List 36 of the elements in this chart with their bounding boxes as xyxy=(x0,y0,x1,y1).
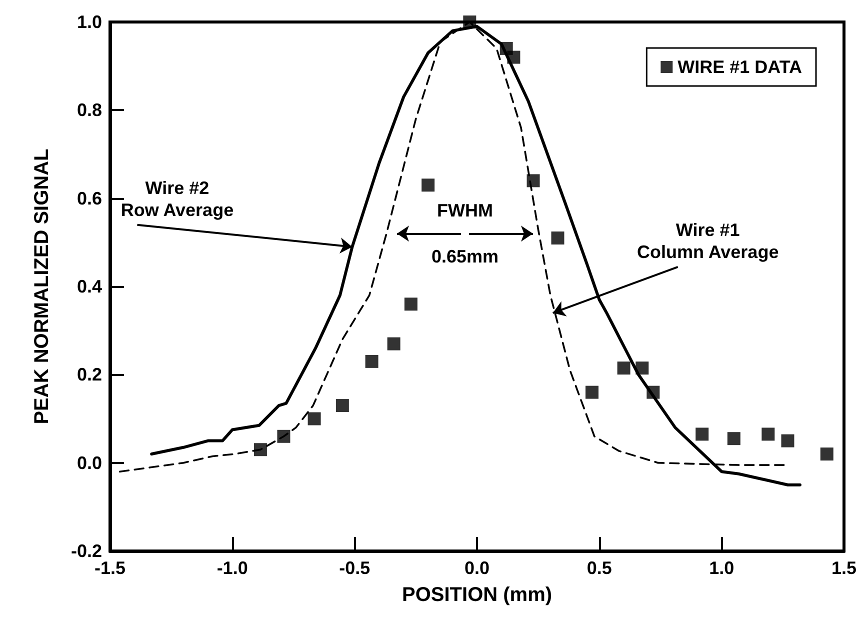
x-tick-label: -0.5 xyxy=(339,558,370,578)
y-tick-label: 0.0 xyxy=(76,452,102,473)
x-tick-label: 1.5 xyxy=(831,558,857,578)
y-tick-label: 0.8 xyxy=(76,100,102,120)
point xyxy=(727,432,740,446)
y-tick-label: 0.6 xyxy=(76,188,102,208)
point xyxy=(762,428,775,441)
legend-label: WIRE #1 DATA xyxy=(678,57,802,77)
x-tick-label: 1.0 xyxy=(709,558,734,578)
point xyxy=(387,337,400,350)
x-tick-label: 0.0 xyxy=(464,558,490,578)
y-tick-label: 0.2 xyxy=(76,364,102,385)
point xyxy=(551,232,564,245)
point xyxy=(404,298,418,311)
annotation: Wire #2 Row Average xyxy=(120,178,234,220)
point xyxy=(336,399,349,412)
point xyxy=(526,174,540,188)
point xyxy=(585,386,598,399)
point xyxy=(254,443,267,456)
y-tick-label: 1.0 xyxy=(76,12,102,32)
x-tick-label: 0.5 xyxy=(586,558,612,578)
text: FWHM 0.65mm xyxy=(431,200,499,267)
point xyxy=(696,428,709,441)
point xyxy=(820,448,834,461)
y-tick-label: 0.4 xyxy=(76,276,102,296)
x-tick-label: -1.0 xyxy=(216,558,248,578)
point xyxy=(365,354,378,368)
x-axis-title: POSITION (mm) xyxy=(402,584,552,606)
point xyxy=(308,412,321,426)
point xyxy=(781,434,794,448)
point xyxy=(422,178,435,192)
y-tick-label: -0.2 xyxy=(70,541,102,561)
y-axis-title: PEAK NORMALIZED SIGNAL xyxy=(31,148,53,424)
point xyxy=(617,362,630,375)
x-tick-label: -1.5 xyxy=(94,558,126,578)
annotation: Wire #1 Column Average xyxy=(636,220,779,262)
